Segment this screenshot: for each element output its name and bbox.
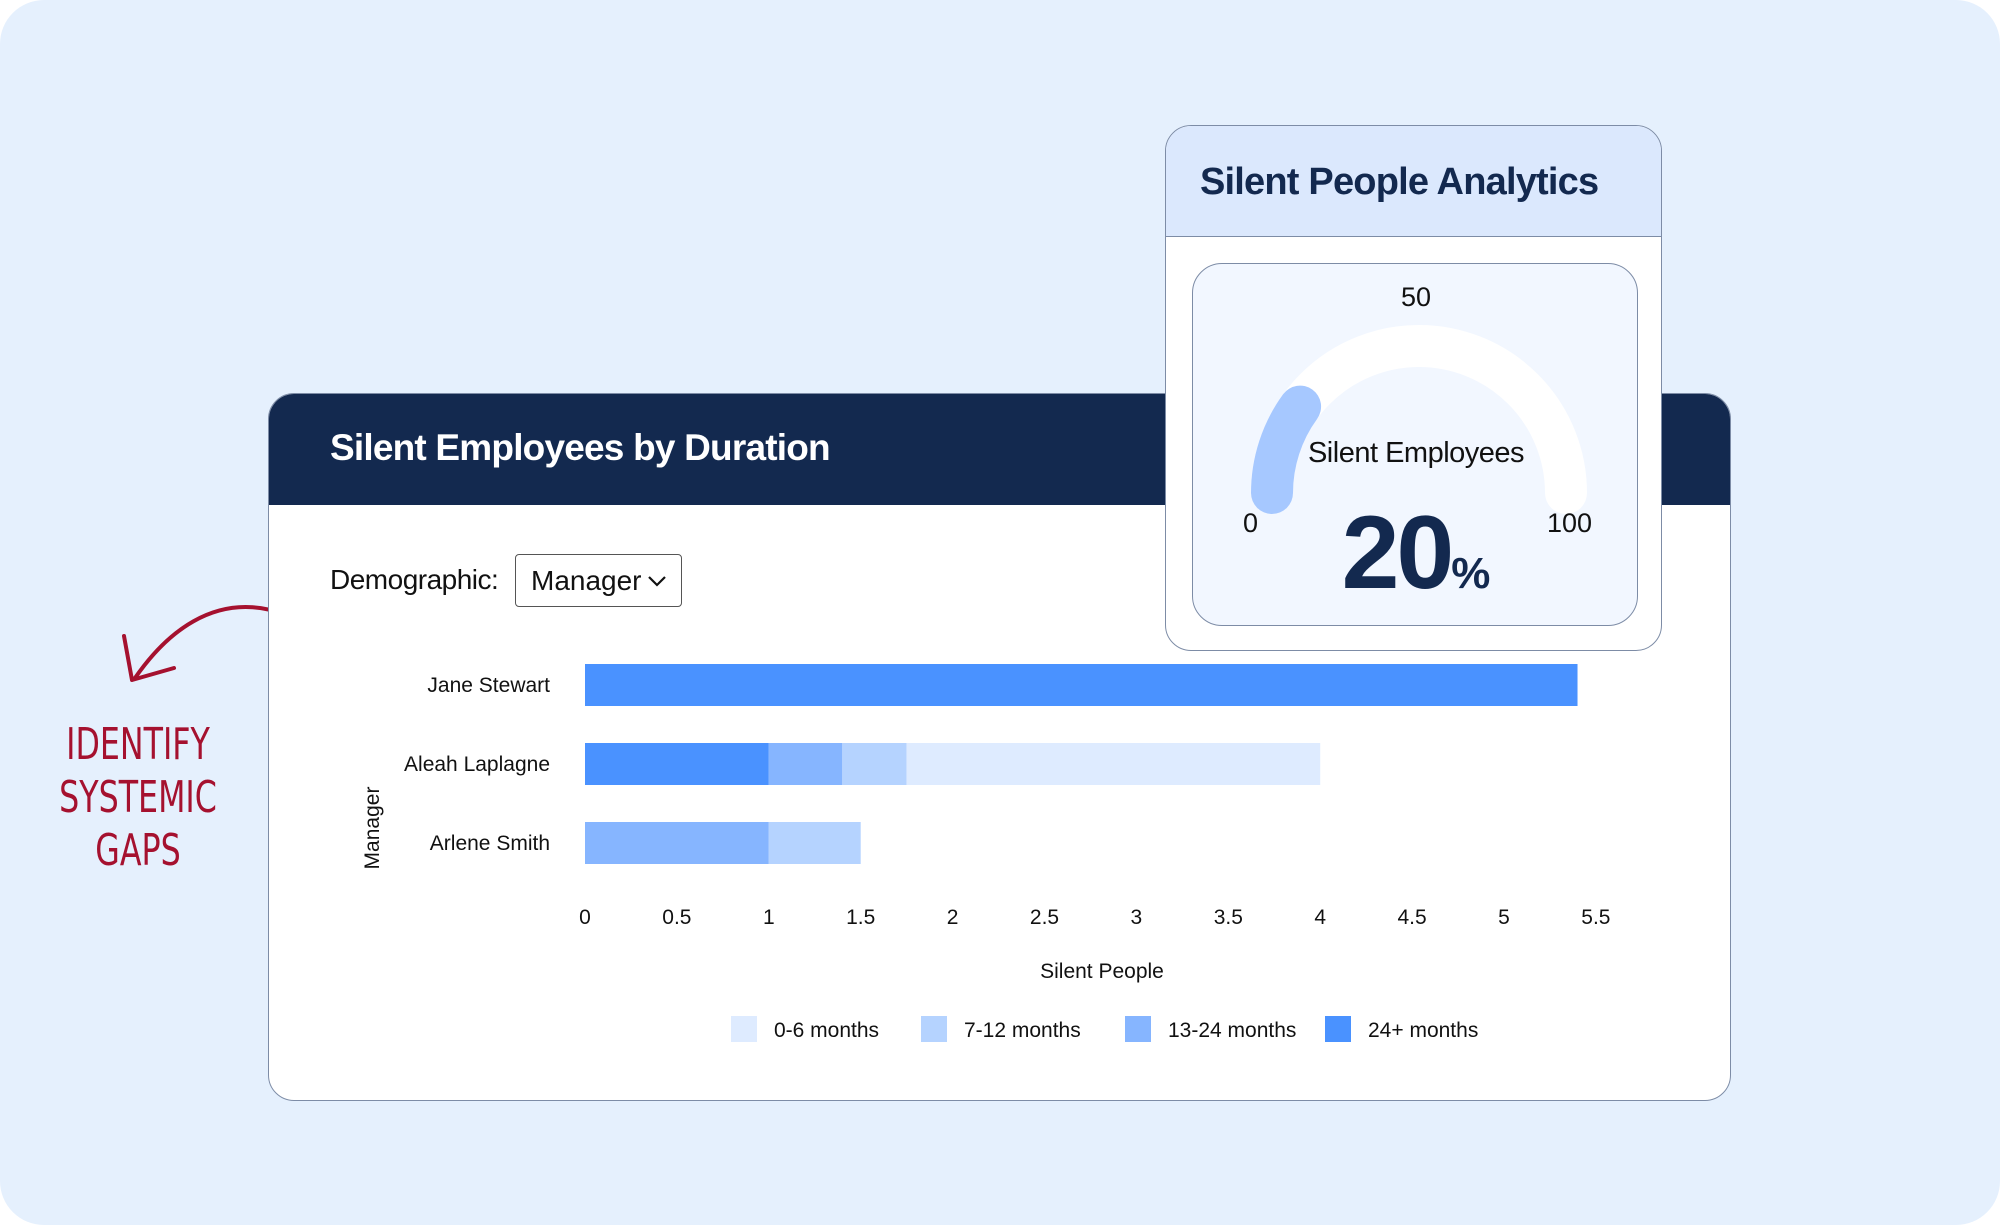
bar-segment: [585, 664, 1578, 706]
annotation-line: IDENTIFY: [66, 719, 210, 770]
x-tick-label: 0.5: [662, 906, 691, 929]
x-tick-label: 2.5: [1030, 906, 1059, 929]
gauge-fill: [1251, 385, 1322, 514]
bar-segment: [585, 822, 769, 864]
x-tick-label: 5: [1498, 906, 1510, 929]
category-label: Jane Stewart: [427, 674, 550, 697]
y-axis-label: Manager: [361, 787, 384, 870]
x-tick-label: 1.5: [846, 906, 875, 929]
bar-segment: [585, 743, 769, 785]
bar-segment: [768, 822, 861, 864]
x-tick-label: 0: [579, 906, 591, 929]
silent-people-analytics-card: Silent People Analytics 50 0 100 Silent …: [1165, 125, 1662, 651]
gauge-max-label: 100: [1547, 508, 1593, 538]
x-tick-label: 4.5: [1397, 906, 1426, 929]
legend-swatch: [921, 1016, 947, 1042]
gauge-value-unit: %: [1451, 549, 1491, 598]
x-tick-label: 4: [1314, 906, 1326, 929]
demographic-label: Demographic:: [330, 564, 499, 595]
x-tick-label: 1: [763, 906, 775, 929]
legend-label: 24+ months: [1368, 1019, 1478, 1042]
legend-label: 7-12 months: [964, 1019, 1081, 1042]
x-tick-label: 3.5: [1214, 906, 1243, 929]
x-axis-label: Silent People: [1040, 960, 1164, 983]
bar-chart: Jane Stewart Aleah Laplagne Arlene Smith 0 0…: [361, 664, 1611, 1042]
gauge-value: 20%: [1193, 494, 1639, 613]
demographic-dropdown[interactable]: Manager: [515, 554, 682, 607]
card-title: Silent Employees by Duration: [330, 427, 831, 468]
chevron-down-icon: [648, 576, 666, 587]
gauge-mid-label: 50: [1400, 282, 1432, 312]
bar-segment: [768, 743, 843, 785]
bar-segment: [906, 743, 1321, 785]
category-label: Arlene Smith: [430, 832, 550, 855]
x-tick-label: 2: [947, 906, 959, 929]
legend-swatch: [1125, 1016, 1151, 1042]
bar-segment: [842, 743, 907, 785]
annotation-line: SYSTEMIC: [59, 772, 217, 823]
x-tick-label: 3: [1131, 906, 1143, 929]
gauge-card-title: Silent People Analytics: [1200, 161, 1599, 203]
category-label: Aleah Laplagne: [404, 753, 550, 776]
gauge-value-number: 20: [1341, 495, 1455, 611]
silent-employees-card: Silent Employees by Duration Demographic…: [268, 393, 1731, 1101]
gauge: [1251, 325, 1587, 514]
annotation-line: GAPS: [95, 825, 181, 876]
dropdown-value: Manager: [531, 565, 642, 596]
gauge-min-label: 0: [1243, 508, 1259, 538]
annotation-text: IDENTIFY SYSTEMIC GAPS: [59, 718, 217, 877]
legend-swatch: [731, 1016, 757, 1042]
gauge-panel: 50 0 100 Silent Employees 20%: [1192, 263, 1638, 626]
legend-label: 0-6 months: [774, 1019, 879, 1042]
legend-swatch: [1325, 1016, 1351, 1042]
legend-label: 13-24 months: [1168, 1019, 1296, 1042]
gauge-label: Silent Employees: [1307, 437, 1525, 469]
gauge-card-header: Silent People Analytics: [1166, 126, 1661, 237]
x-tick-label: 5.5: [1581, 906, 1610, 929]
